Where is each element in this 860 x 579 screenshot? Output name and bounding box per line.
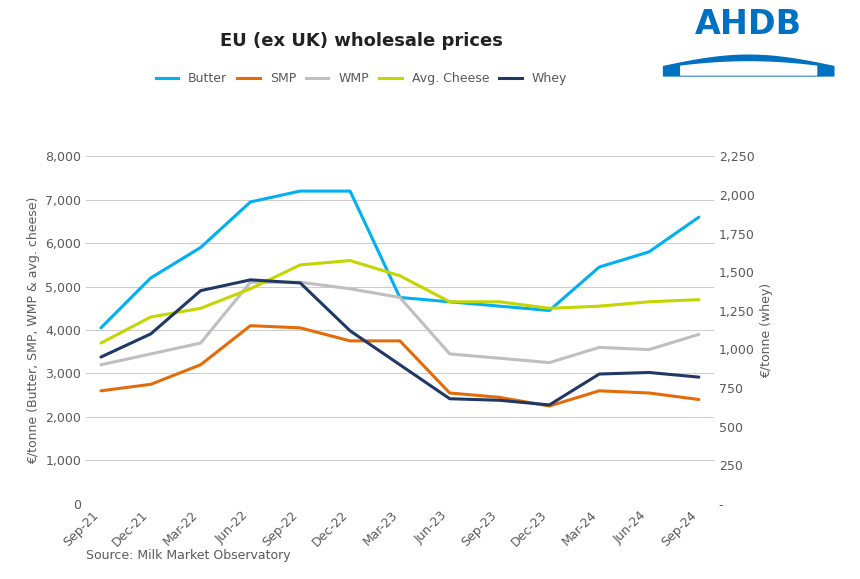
Y-axis label: €/tonne (Butter, SMP, WMP & avg. cheese): €/tonne (Butter, SMP, WMP & avg. cheese)	[27, 196, 40, 464]
Legend: Butter, SMP, WMP, Avg. Cheese, Whey: Butter, SMP, WMP, Avg. Cheese, Whey	[150, 67, 572, 90]
Text: Source: Milk Market Observatory: Source: Milk Market Observatory	[86, 549, 291, 562]
Text: EU (ex UK) wholesale prices: EU (ex UK) wholesale prices	[220, 32, 502, 50]
Text: AHDB: AHDB	[695, 8, 802, 41]
Y-axis label: €/tonne (whey): €/tonne (whey)	[760, 283, 773, 378]
